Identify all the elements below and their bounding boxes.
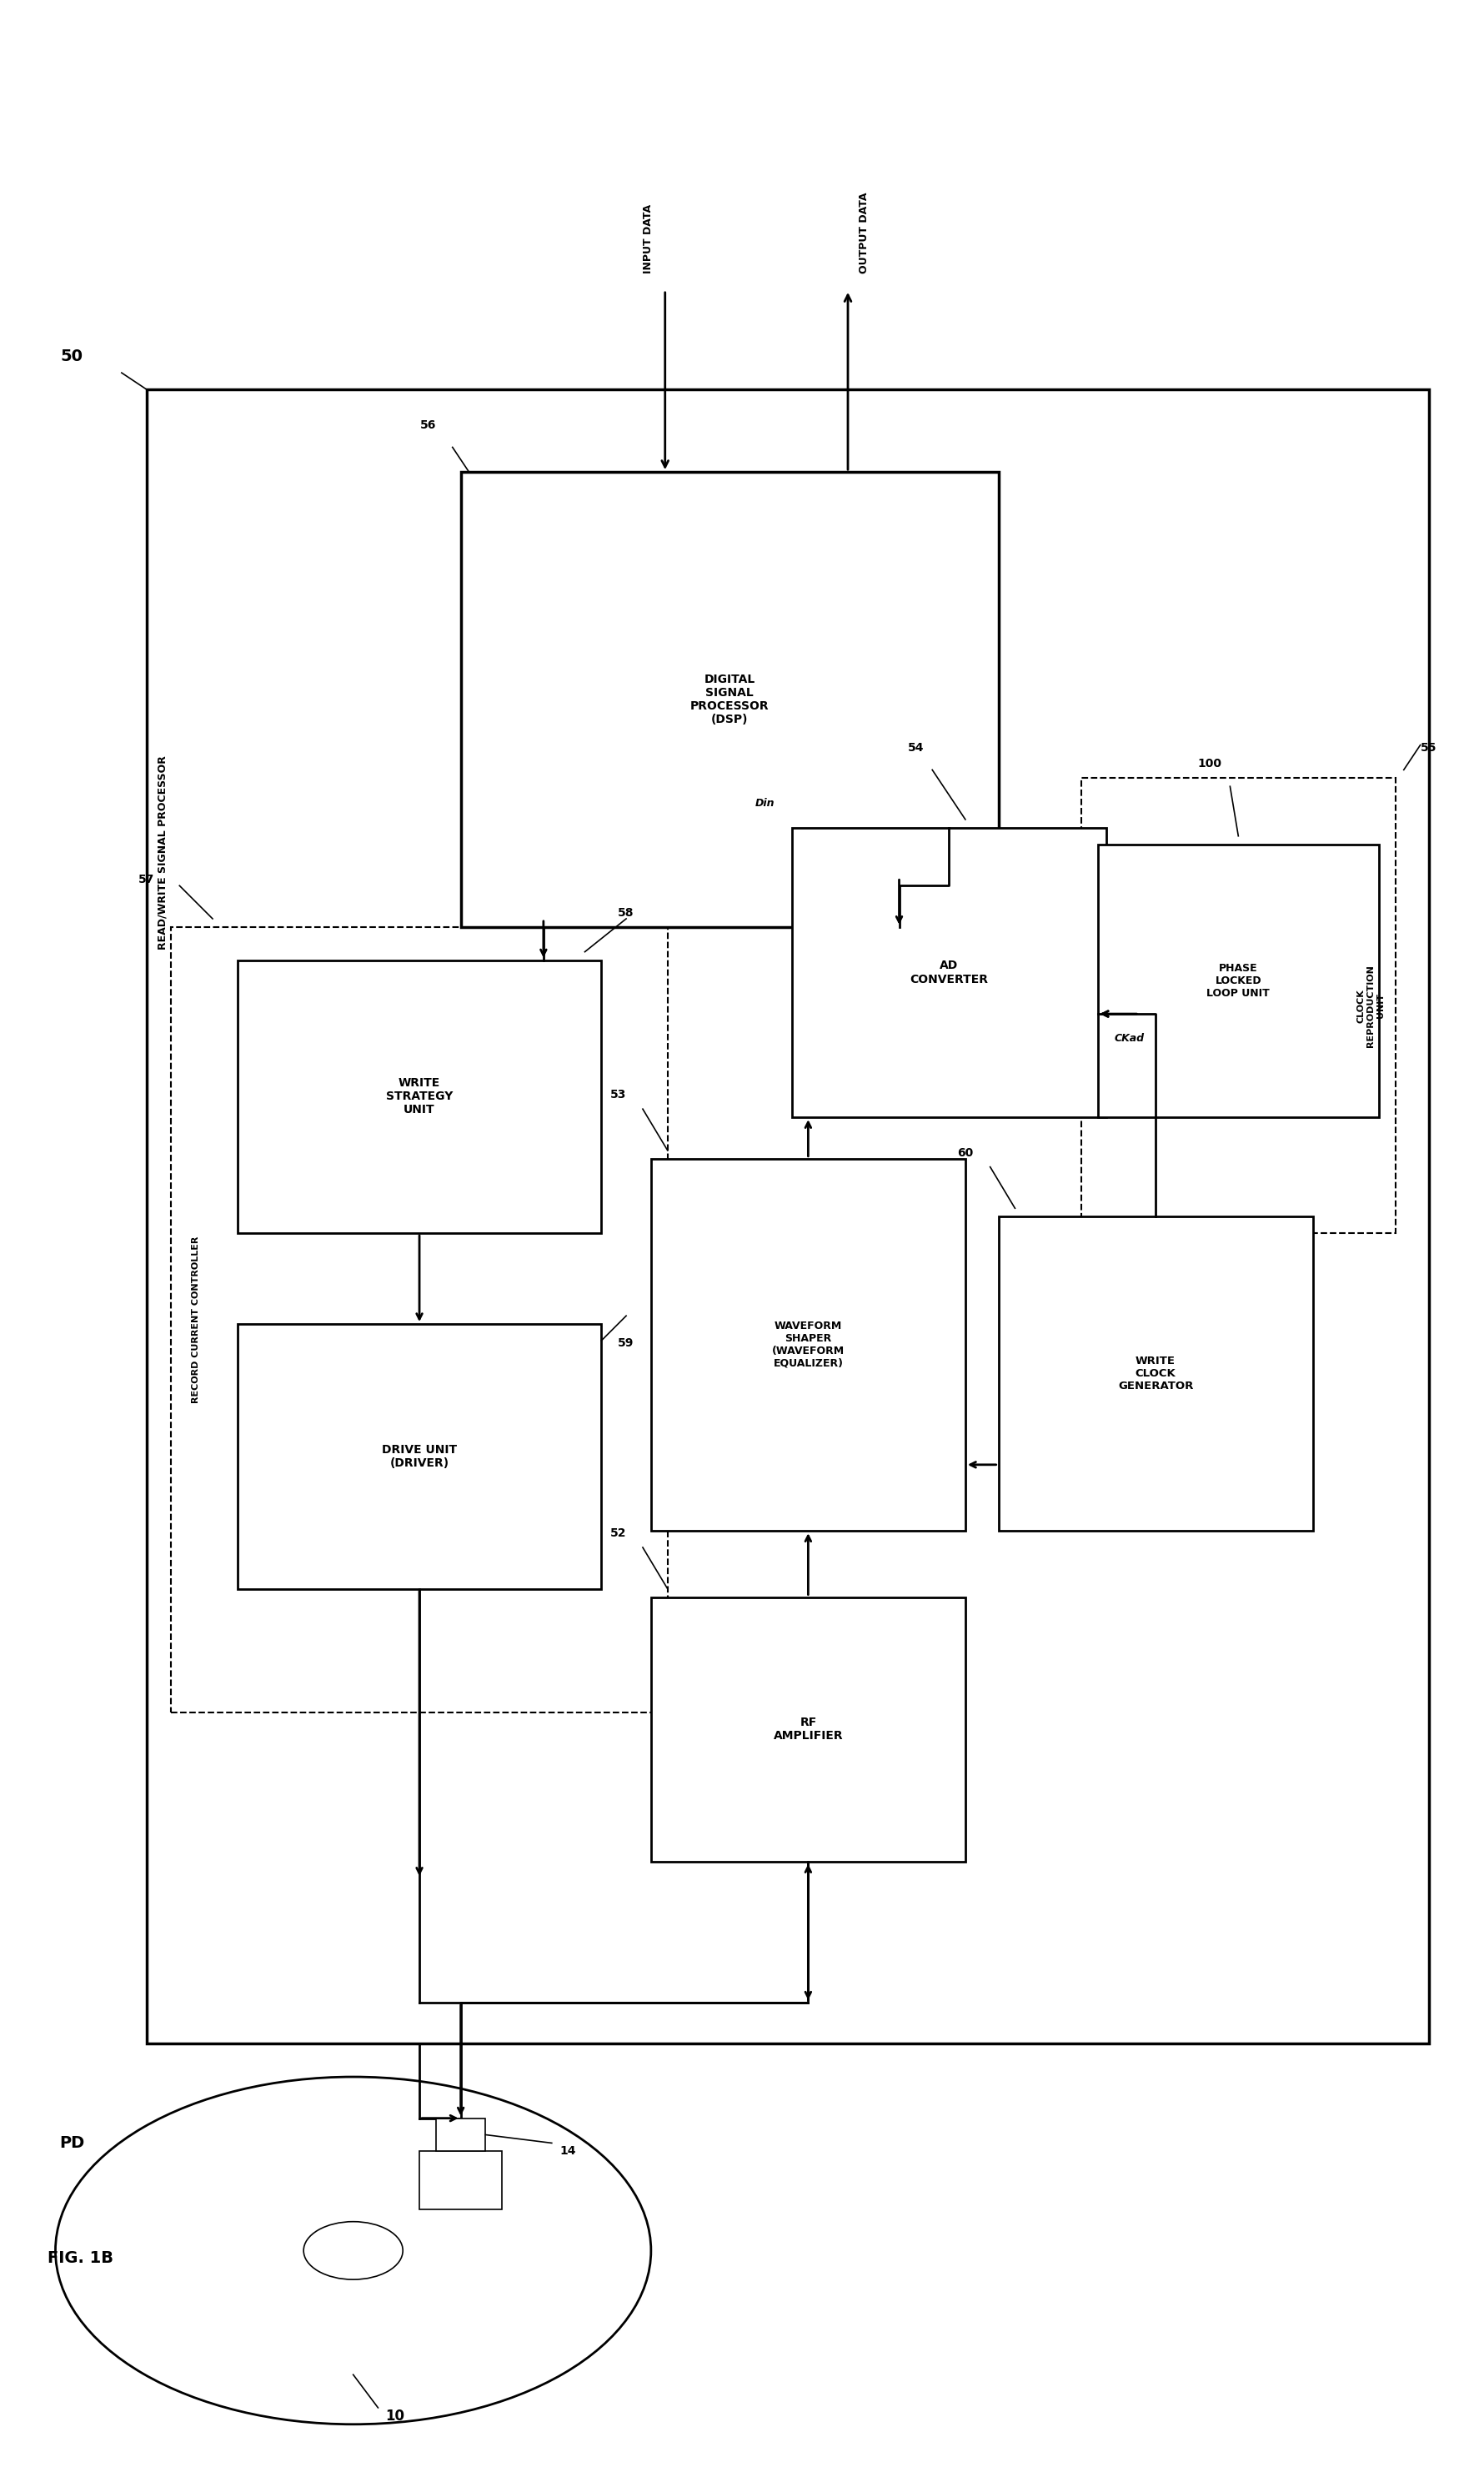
Bar [460, 471, 999, 928]
Bar [1082, 777, 1395, 1234]
Text: 59: 59 [617, 1337, 634, 1349]
Bar [651, 1596, 966, 1863]
Text: WRITE
CLOCK
GENERATOR: WRITE CLOCK GENERATOR [1117, 1357, 1193, 1391]
Bar [651, 1159, 966, 1532]
Bar [171, 928, 668, 1712]
Text: OUTPUT DATA: OUTPUT DATA [859, 192, 870, 274]
Bar [420, 2151, 502, 2210]
Text: CKad: CKad [1114, 1034, 1144, 1044]
Text: 53: 53 [610, 1088, 626, 1100]
Text: WAVEFORM
SHAPER
(WAVEFORM
EQUALIZER): WAVEFORM SHAPER (WAVEFORM EQUALIZER) [772, 1320, 844, 1369]
Text: 57: 57 [138, 873, 154, 886]
Ellipse shape [304, 2223, 402, 2280]
Text: PHASE
LOCKED
LOOP UNIT: PHASE LOCKED LOOP UNIT [1206, 962, 1270, 999]
Text: 56: 56 [420, 419, 436, 432]
Text: INPUT DATA: INPUT DATA [643, 205, 654, 274]
Bar [237, 1325, 601, 1589]
Text: READ/WRITE SIGNAL PROCESSOR: READ/WRITE SIGNAL PROCESSOR [157, 755, 168, 950]
Text: 58: 58 [617, 908, 634, 918]
Bar [791, 829, 1106, 1118]
Text: 50: 50 [61, 348, 83, 365]
Text: 10: 10 [384, 2408, 404, 2423]
Text: CLOCK
REPRODUCTION
UNIT: CLOCK REPRODUCTION UNIT [1356, 965, 1385, 1046]
Text: 54: 54 [908, 743, 925, 752]
Text: PD: PD [59, 2134, 85, 2151]
Text: RECORD CURRENT CONTROLLER: RECORD CURRENT CONTROLLER [191, 1236, 200, 1404]
Text: 100: 100 [1198, 757, 1221, 770]
Text: 52: 52 [610, 1527, 626, 1539]
Text: RF
AMPLIFIER: RF AMPLIFIER [773, 1717, 843, 1742]
Text: FIG. 1B: FIG. 1B [47, 2250, 113, 2267]
Bar [147, 390, 1429, 2043]
Text: 14: 14 [559, 2146, 576, 2156]
Text: AD
CONVERTER: AD CONVERTER [910, 960, 988, 984]
Bar [436, 2119, 485, 2151]
Ellipse shape [55, 2077, 651, 2425]
Bar [999, 1216, 1313, 1532]
Text: Din: Din [755, 797, 775, 809]
Text: 55: 55 [1420, 743, 1437, 752]
Text: DIGITAL
SIGNAL
PROCESSOR
(DSP): DIGITAL SIGNAL PROCESSOR (DSP) [690, 673, 769, 725]
Text: DRIVE UNIT
(DRIVER): DRIVE UNIT (DRIVER) [381, 1443, 457, 1468]
Bar [1098, 844, 1379, 1118]
Bar [237, 960, 601, 1234]
Text: WRITE
STRATEGY
UNIT: WRITE STRATEGY UNIT [386, 1078, 453, 1115]
Text: 60: 60 [957, 1147, 974, 1159]
